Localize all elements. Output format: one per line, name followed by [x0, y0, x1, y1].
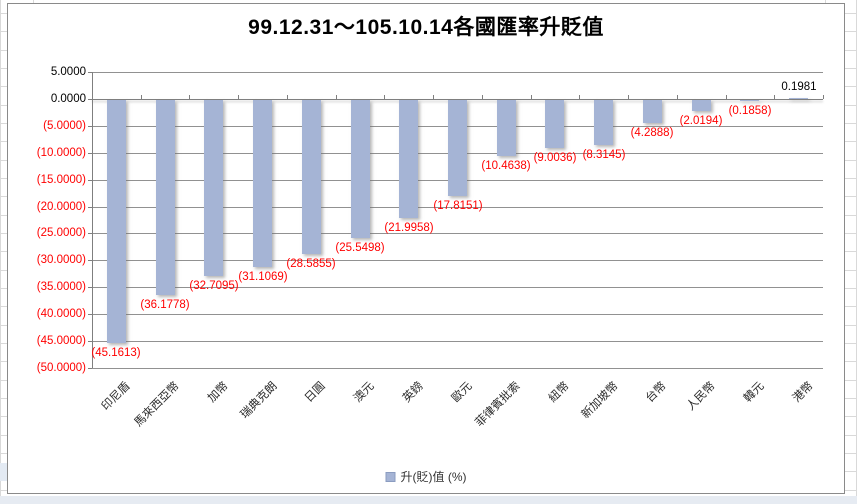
data-label: (17.8151) [433, 200, 483, 212]
category-axis-tick [433, 95, 434, 99]
bar-瑞典克朗[interactable] [253, 100, 272, 267]
y-axis-label: (30.0000) [36, 254, 86, 266]
y-axis-tick [88, 233, 92, 234]
y-axis-tick [88, 180, 92, 181]
y-axis-label: (15.0000) [36, 174, 86, 186]
data-label: (32.7095) [189, 280, 239, 292]
data-label: (45.1613) [91, 347, 141, 359]
data-label: (28.5855) [286, 258, 336, 270]
y-gridline [92, 207, 823, 208]
category-axis-tick [823, 95, 824, 99]
category-axis-tick [726, 95, 727, 99]
bar-港幣[interactable] [789, 97, 808, 99]
category-axis-tick [384, 95, 385, 99]
category-axis-tick [92, 95, 93, 99]
y-axis-label: (45.0000) [36, 335, 86, 347]
y-axis-label: (5.0000) [43, 120, 86, 132]
category-axis-tick [287, 95, 288, 99]
y-gridline [92, 341, 823, 342]
category-axis-tick [531, 95, 532, 99]
category-axis-tick [141, 95, 142, 99]
y-axis-label: 5.0000 [50, 66, 86, 78]
chart-object[interactable]: 99.12.31～105.10.14各國匯率升貶值 5.0000 0.0000 (5… [7, 3, 845, 494]
value-axis-line [92, 72, 93, 368]
bar-澳元[interactable] [351, 100, 370, 238]
category-axis-tick [774, 95, 775, 99]
data-label: (4.2888) [630, 127, 674, 139]
data-label: (2.0194) [679, 115, 723, 127]
y-gridline [92, 72, 823, 73]
worksheet-gridline [0, 0, 1, 504]
y-axis-label: (40.0000) [36, 308, 86, 320]
worksheet-gridline [0, 463, 7, 481]
bar-韓元[interactable] [740, 100, 759, 101]
category-axis-tick [628, 95, 629, 99]
worksheet-gridline [33, 0, 34, 3]
bar-紐幣[interactable] [545, 100, 564, 148]
bar-英鎊[interactable] [399, 100, 418, 218]
legend-marker-icon [385, 471, 396, 482]
category-axis-tick [336, 95, 337, 99]
category-axis-tick [189, 95, 190, 99]
data-label: (10.4638) [481, 160, 531, 172]
y-axis-tick [88, 207, 92, 208]
bar-歐元[interactable] [448, 100, 467, 196]
bar-人民幣[interactable] [692, 100, 711, 111]
y-axis-tick [88, 314, 92, 315]
y-axis-label: (20.0000) [36, 201, 86, 213]
y-gridline [92, 287, 823, 288]
worksheet-bottom-row [0, 496, 857, 504]
y-axis-tick [88, 341, 92, 342]
data-label: (9.0036) [533, 152, 577, 164]
data-label: (31.1069) [238, 271, 288, 283]
bar-馬來西亞幣[interactable] [156, 100, 175, 295]
worksheet-gridline [825, 0, 826, 3]
y-gridline [92, 233, 823, 234]
bar-印尼盾[interactable] [107, 100, 126, 343]
data-label: (21.9958) [384, 222, 434, 234]
bar-菲律賓批索[interactable] [497, 100, 516, 156]
y-axis-label: (25.0000) [36, 227, 86, 239]
chart-title[interactable]: 99.12.31～105.10.14各國匯率升貶值 [248, 16, 604, 39]
y-axis-label: (10.0000) [36, 147, 86, 159]
y-axis-tick [88, 99, 92, 100]
data-label: 0.1981 [781, 81, 817, 93]
bar-加幣[interactable] [204, 100, 223, 276]
bar-日圓[interactable] [302, 100, 321, 254]
data-label: (36.1778) [140, 299, 190, 311]
bar-新加坡幣[interactable] [594, 100, 613, 145]
category-axis-tick [579, 95, 580, 99]
data-label: (25.5498) [335, 242, 385, 254]
y-axis-label: 0.0000 [50, 93, 86, 105]
category-axis-tick [677, 95, 678, 99]
y-gridline [92, 260, 823, 261]
y-axis-tick [88, 368, 92, 369]
bar-台幣[interactable] [643, 100, 662, 123]
y-axis-label: (50.0000) [36, 362, 86, 374]
data-label: (0.1858) [728, 105, 772, 117]
y-axis-tick [88, 260, 92, 261]
y-axis-tick [88, 72, 92, 73]
y-axis-tick [88, 153, 92, 154]
category-axis-tick [238, 95, 239, 99]
y-gridline [92, 314, 823, 315]
legend-label: 升(貶)值 (%) [400, 470, 467, 484]
category-axis-line [92, 99, 823, 100]
data-label: (8.3145) [582, 149, 626, 161]
legend[interactable]: 升(貶)值 (%) [385, 468, 467, 485]
y-axis-tick [88, 287, 92, 288]
y-gridline [92, 368, 823, 369]
category-axis-tick [482, 95, 483, 99]
y-axis-label: (35.0000) [36, 281, 86, 293]
y-axis-tick [88, 126, 92, 127]
